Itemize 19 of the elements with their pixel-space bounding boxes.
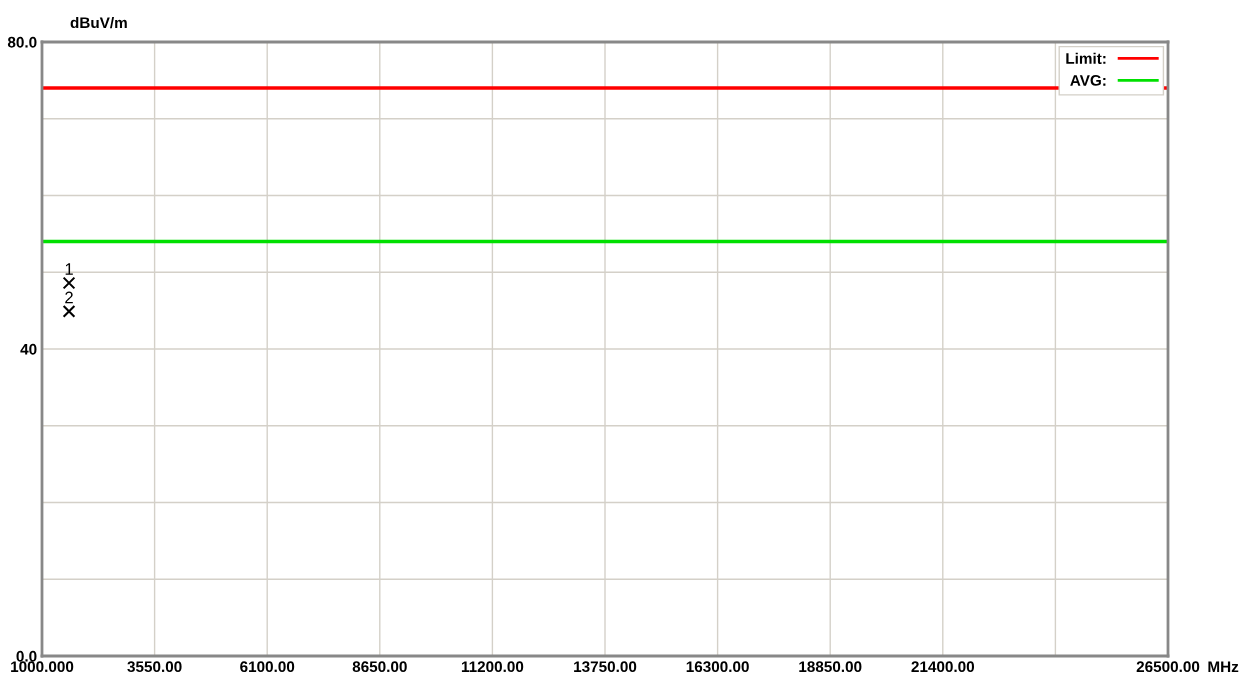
x-tick-label: 13750.00 xyxy=(574,661,637,673)
y-tick-label: 0.0 xyxy=(16,650,37,662)
legend-label: Limit: xyxy=(1066,52,1106,64)
y-tick-label: 40 xyxy=(20,343,37,355)
x-tick-label: 6100.00 xyxy=(240,661,295,673)
x-tick-label: 3550.00 xyxy=(127,661,182,673)
annotation: 2 xyxy=(65,291,73,304)
x-tick-label: 26500.00 xyxy=(1136,661,1200,673)
x-tick-label: 11200.00 xyxy=(461,661,524,673)
x-tick-label: 16300.00 xyxy=(686,661,749,673)
y-tick-label: 80.0 xyxy=(7,36,37,48)
x-tick-label: 8650.00 xyxy=(352,661,407,673)
annotation: 1 xyxy=(65,263,73,275)
y-axis-title: dBuV/m xyxy=(70,16,127,29)
x-tick-label: 21400.00 xyxy=(911,661,975,673)
legend-label: AVG: xyxy=(1070,74,1106,86)
x-axis-title: MHz xyxy=(1208,661,1239,672)
x-tick-label: 1000.000 xyxy=(11,661,74,673)
x-tick-label: 18850.00 xyxy=(799,661,862,673)
